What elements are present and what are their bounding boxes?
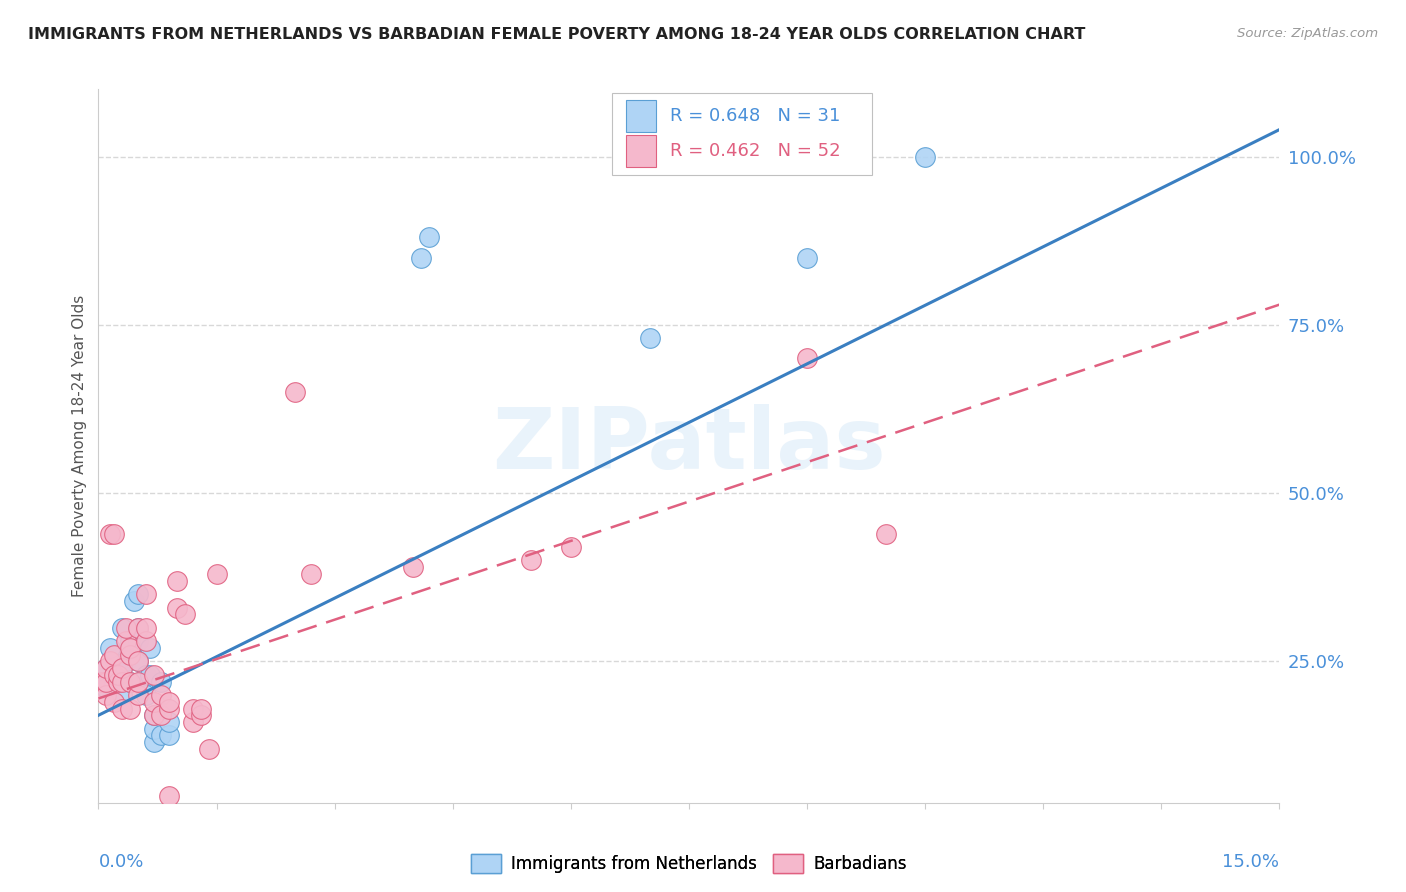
Point <box>127 655 149 669</box>
Text: 15.0%: 15.0% <box>1222 853 1279 871</box>
Point <box>796 351 818 366</box>
Point <box>135 688 157 702</box>
Point <box>91 674 114 689</box>
Point <box>96 681 118 696</box>
Point <box>914 149 936 163</box>
Point <box>197 742 219 756</box>
Point <box>127 634 149 648</box>
Point <box>190 708 212 723</box>
Point <box>560 540 582 554</box>
Point <box>107 674 129 689</box>
Point <box>103 695 125 709</box>
Point <box>142 695 165 709</box>
Point <box>157 729 180 743</box>
Point <box>150 688 173 702</box>
Point <box>115 621 138 635</box>
Point <box>111 674 134 689</box>
Point <box>205 566 228 581</box>
Point <box>150 708 173 723</box>
Point <box>127 674 149 689</box>
Point <box>127 621 149 635</box>
Point <box>127 621 149 635</box>
Point <box>96 674 118 689</box>
Point <box>157 701 180 715</box>
Point <box>138 668 160 682</box>
FancyBboxPatch shape <box>626 100 655 132</box>
Point <box>157 789 180 803</box>
Text: Source: ZipAtlas.com: Source: ZipAtlas.com <box>1237 27 1378 40</box>
Point <box>157 695 180 709</box>
Point <box>111 661 134 675</box>
Point <box>111 701 134 715</box>
Point <box>142 722 165 736</box>
Point <box>115 634 138 648</box>
Point <box>122 594 145 608</box>
Point <box>190 701 212 715</box>
Point <box>118 674 141 689</box>
Point <box>96 688 118 702</box>
Point <box>103 674 125 689</box>
Point <box>166 600 188 615</box>
Point <box>142 735 165 749</box>
Point <box>299 566 322 581</box>
Point <box>103 668 125 682</box>
Point <box>174 607 197 622</box>
Point <box>181 701 204 715</box>
Point <box>150 729 173 743</box>
Point <box>284 385 307 400</box>
Point <box>418 230 440 244</box>
Point <box>796 251 818 265</box>
Point <box>118 634 141 648</box>
Point <box>127 688 149 702</box>
Point <box>127 587 149 601</box>
Point <box>135 621 157 635</box>
Point <box>520 553 543 567</box>
Point <box>107 668 129 682</box>
Point <box>118 674 141 689</box>
Point <box>111 688 134 702</box>
Legend: Immigrants from Netherlands, Barbadians: Immigrants from Netherlands, Barbadians <box>464 847 914 880</box>
Text: 0.0%: 0.0% <box>98 853 143 871</box>
Point <box>118 648 141 662</box>
Point <box>103 648 125 662</box>
Point <box>135 668 157 682</box>
Point <box>135 634 157 648</box>
Point <box>98 640 121 655</box>
Point <box>142 668 165 682</box>
Point <box>142 708 165 723</box>
Point <box>103 526 125 541</box>
FancyBboxPatch shape <box>626 136 655 168</box>
Text: IMMIGRANTS FROM NETHERLANDS VS BARBADIAN FEMALE POVERTY AMONG 18-24 YEAR OLDS CO: IMMIGRANTS FROM NETHERLANDS VS BARBADIAN… <box>28 27 1085 42</box>
Point <box>157 714 180 729</box>
Point <box>181 714 204 729</box>
Point <box>875 526 897 541</box>
Text: R = 0.648   N = 31: R = 0.648 N = 31 <box>671 107 841 125</box>
Point <box>118 640 141 655</box>
Point <box>98 655 121 669</box>
Point <box>96 661 118 675</box>
Point <box>118 701 141 715</box>
Text: ZIPatlas: ZIPatlas <box>492 404 886 488</box>
Point <box>135 587 157 601</box>
Point <box>127 655 149 669</box>
Point <box>115 655 138 669</box>
Point <box>111 621 134 635</box>
Point <box>166 574 188 588</box>
Point <box>138 640 160 655</box>
Point <box>402 560 425 574</box>
Point <box>96 661 118 675</box>
Point <box>638 331 661 345</box>
Text: R = 0.462   N = 52: R = 0.462 N = 52 <box>671 143 841 161</box>
Point <box>411 251 433 265</box>
Point <box>142 708 165 723</box>
Y-axis label: Female Poverty Among 18-24 Year Olds: Female Poverty Among 18-24 Year Olds <box>72 295 87 597</box>
FancyBboxPatch shape <box>612 93 872 175</box>
Point <box>111 661 134 675</box>
Point <box>150 674 173 689</box>
Point <box>98 526 121 541</box>
